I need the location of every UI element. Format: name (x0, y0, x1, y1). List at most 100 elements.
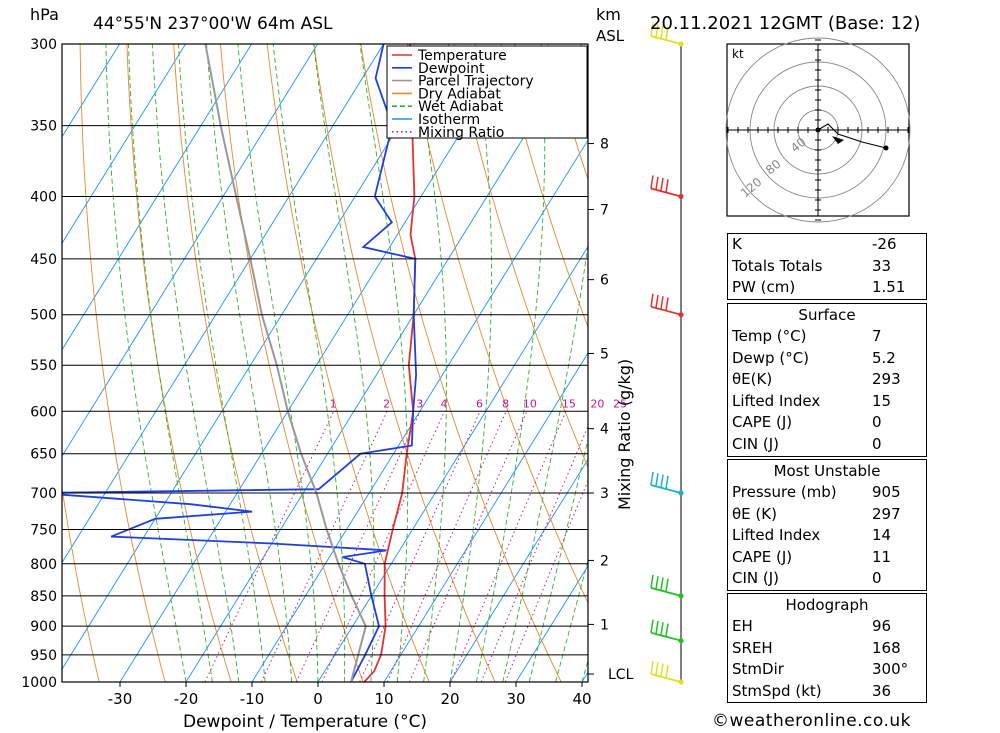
hodograph-unit-label: kt (732, 47, 744, 61)
wind-barb-flag (655, 620, 659, 635)
x-tick-label: -20 (174, 690, 199, 708)
indices-panel: K -26 Totals Totals 33 PW (cm) 1.51 (727, 233, 927, 300)
wind-barb-flag (665, 664, 669, 679)
wet-adiabat-line (128, 44, 213, 682)
isotherm-line (62, 44, 252, 351)
dry-adiabat-line (922, 44, 1000, 682)
wind-barb (650, 22, 684, 47)
height-unit-asl: ASL (596, 27, 625, 45)
dry-adiabat-line (79, 44, 166, 682)
mu-row: θE (K) 297 (732, 504, 901, 523)
mu-row: CAPE (J) 11 (732, 547, 892, 566)
isotherm-line (119, 44, 516, 682)
x-tick-label: 30 (506, 690, 525, 708)
mu-row: Pressure (mb) 905 (732, 483, 901, 501)
location-title: 44°55'N 237°00'W 64m ASL (93, 14, 333, 34)
wind-barb-flag (660, 474, 664, 488)
axes (61, 43, 594, 687)
mixing-ratio-line (504, 479, 588, 682)
isotherm-line (515, 565, 588, 682)
legend-entry: Mixing Ratio (418, 125, 504, 141)
legend-box (386, 45, 588, 139)
wind-barb-staff (650, 305, 682, 316)
copyright-footer[interactable]: ©weatheronline.co.uk (712, 711, 912, 731)
wind-barb-flag (650, 619, 654, 633)
pressure-tick-label: 800 (30, 557, 57, 573)
mixing-ratio-line (386, 411, 507, 682)
series-line-dewpoint (62, 44, 418, 682)
mixing-ratio-label: 1 (330, 397, 337, 410)
pressure-tick-label: 550 (30, 358, 57, 374)
wind-barb-dot (678, 593, 684, 599)
datetime-label: 20.11.2021 12GMT (Base: 12) (650, 13, 920, 34)
x-tick-label: -30 (108, 690, 133, 708)
wind-barb-flag (650, 471, 654, 486)
wind-barb-flag (665, 475, 669, 490)
wind-barb-staff (650, 587, 682, 597)
mixing-ratio-label: 25 (613, 397, 627, 410)
isotherm-line (62, 44, 186, 245)
pressure-tick-label: 300 (30, 37, 57, 53)
mixing-ratio-label: 20 (590, 397, 604, 410)
hodo-row: EH 96 (732, 617, 892, 635)
wind-barb-flag (650, 293, 654, 307)
legend-entry: Isotherm (418, 112, 480, 128)
indices-row-tt: Totals Totals 33 (732, 256, 892, 275)
wind-barb-flag (660, 177, 664, 192)
indices-row-pw: PW (cm) 1.51 (732, 278, 906, 297)
wet-adiabat-line (502, 241, 588, 682)
wet-adiabat-line (152, 44, 240, 682)
pressure-tick-label: 700 (30, 486, 57, 502)
wind-barb-flag (655, 662, 659, 676)
height-tick-label: 3 (600, 486, 609, 502)
mixing-ratio-label: 6 (476, 397, 483, 410)
most-unstable-panel: Most Unstable Pressure (mb) 905 θE (K) 297… (727, 459, 927, 591)
mu-row: CIN (J) 0 (732, 569, 882, 588)
mixing-ratio-label: 8 (502, 397, 509, 410)
mixing-ratio-label: 3 (416, 397, 423, 410)
wind-barb-flag (660, 577, 664, 591)
most-unstable-title: Most Unstable (773, 462, 881, 480)
wind-barb-dot (678, 638, 684, 644)
wind-barb-staff (650, 35, 682, 45)
mixing-ratio-line (480, 425, 588, 682)
wind-barb (650, 471, 684, 496)
hodograph-end-dot (883, 145, 889, 151)
isotherm-line (251, 139, 588, 682)
wind-barb-flag (665, 26, 669, 41)
height-tick-label: 6 (600, 273, 609, 289)
wind-barb-flag (655, 294, 659, 309)
wind-barb (650, 293, 684, 318)
wind-barb-flag (665, 623, 669, 637)
height-tick-label: LCL (608, 667, 634, 683)
pressure-tick-label: 450 (30, 252, 57, 268)
wind-barb-flag (660, 622, 664, 636)
dry-adiabat-line (969, 44, 1000, 682)
wind-barb-flag (660, 296, 664, 310)
x-tick-label: 20 (440, 690, 459, 708)
wet-adiabat-line (105, 44, 187, 682)
legend-entry: Temperature (417, 48, 507, 64)
height-tick-label: 8 (600, 137, 609, 153)
wind-barb (650, 619, 684, 644)
wind-barb-staff (650, 484, 682, 494)
height-unit-label: km (596, 5, 621, 24)
wind-barb-flag (650, 660, 654, 675)
mixing-ratio-label: 10 (523, 397, 537, 410)
pressure-tick-label: 850 (30, 589, 57, 605)
wind-barbs (650, 22, 684, 685)
height-tick-label: 4 (600, 422, 609, 438)
wind-barb (650, 175, 684, 200)
wind-barb-staff (650, 673, 682, 683)
hodograph-stats-panel: Hodograph EH 96 SREH 168 StmDir 300° StmSpd… (727, 593, 927, 704)
wet-adiabat-line (206, 44, 293, 682)
x-tick-label: -10 (240, 690, 265, 708)
wind-barb-flag (650, 22, 654, 37)
wind-barb-flag (655, 24, 659, 38)
series-line-parcel-trajectory (204, 44, 367, 682)
wind-barb-flag (660, 663, 664, 677)
pressure-tick-label: 600 (30, 404, 57, 420)
